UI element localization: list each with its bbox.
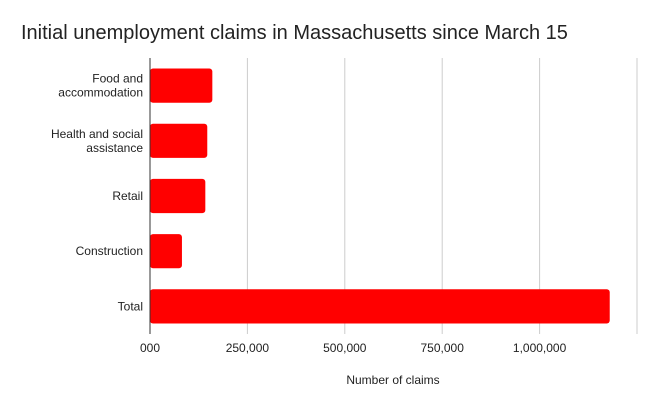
category-label-line: accommodation (58, 86, 143, 100)
category-label: Total (118, 299, 143, 313)
category-label-line: Retail (112, 189, 143, 203)
x-tick-label: 000 (140, 341, 160, 355)
x-tick-label: 250,000 (226, 341, 270, 355)
x-tick-labels: 000 250,000 500,000 750,000 1,000,000 (140, 341, 567, 355)
bars (150, 68, 610, 324)
bar (150, 68, 213, 103)
gridlines (246, 58, 638, 334)
x-tick-label: 750,000 (421, 341, 465, 355)
chart-title: Initial unemployment claims in Massachus… (21, 22, 568, 44)
category-labels: Food and accommodation Health and social as… (51, 72, 143, 314)
category-label-line: Total (118, 299, 143, 313)
category-label-line: assistance (86, 141, 143, 155)
x-tick-label: 500,000 (323, 341, 367, 355)
category-label-line: Food and (92, 72, 143, 86)
x-axis-title: Number of claims (346, 373, 439, 387)
bar (150, 234, 182, 269)
category-label: Retail (112, 189, 143, 203)
bar (150, 123, 208, 158)
category-label: Food and accommodation (58, 72, 143, 100)
bar (150, 178, 206, 214)
category-label: Health and social assistance (51, 127, 143, 155)
category-label-line: Construction (76, 244, 143, 258)
category-label: Construction (76, 244, 143, 258)
x-tick-label: 1,000,000 (513, 341, 567, 355)
bar (150, 289, 610, 324)
category-label-line: Health and social (51, 127, 143, 141)
